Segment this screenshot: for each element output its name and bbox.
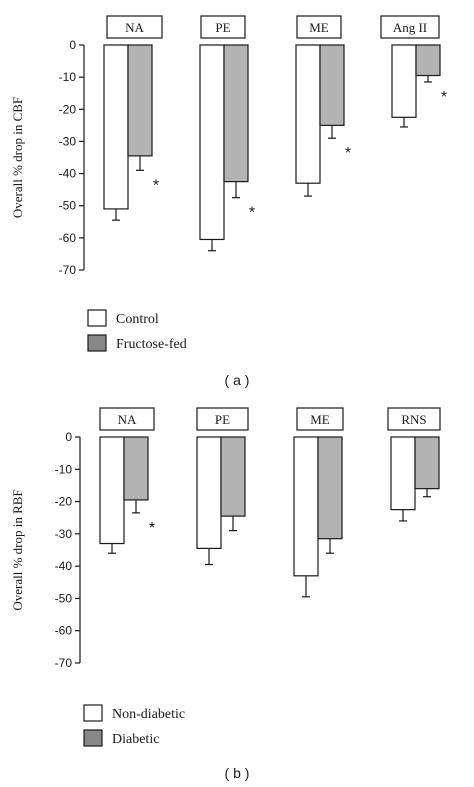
panel-b: 0 -10 -20 -30 -40 -50 -60 -70 Overall % drop in … bbox=[10, 407, 441, 781]
y-tick-label: -70 bbox=[59, 263, 77, 277]
significance-marker: * bbox=[441, 89, 447, 106]
category-label-box bbox=[200, 15, 246, 39]
bar-series1 bbox=[295, 44, 321, 184]
significance-marker: * bbox=[249, 205, 255, 222]
bar-series2 bbox=[123, 436, 149, 501]
y-tick-label: -30 bbox=[55, 527, 73, 541]
panel-a: 0 -10 -20 -30 -40 -50 -60 -70 Overall % drop in … bbox=[10, 15, 447, 388]
y-tick-label: -40 bbox=[55, 559, 73, 573]
legend-swatch bbox=[83, 729, 103, 747]
significance-marker: * bbox=[149, 520, 155, 537]
category-label: Ang II bbox=[393, 20, 427, 35]
category-label-box bbox=[99, 407, 155, 431]
panel-label: ( a ) bbox=[225, 372, 250, 388]
bar-series1 bbox=[391, 44, 417, 118]
bar-series1 bbox=[390, 436, 416, 511]
y-tick-label: -60 bbox=[55, 624, 73, 638]
category-label-box bbox=[196, 407, 249, 431]
legend-swatch bbox=[87, 334, 107, 352]
y-tick-label: -20 bbox=[55, 495, 73, 509]
category-label: NA bbox=[118, 412, 137, 427]
y-tick-label: 0 bbox=[65, 430, 72, 444]
bar-series2 bbox=[414, 436, 440, 490]
bar-series1 bbox=[196, 436, 222, 549]
category-label-box bbox=[296, 407, 344, 431]
y-tick-label: -60 bbox=[59, 231, 77, 245]
category-label-box bbox=[387, 407, 441, 431]
bar-series1 bbox=[103, 44, 129, 210]
legend-label: Non-diabetic bbox=[112, 707, 185, 722]
legend-swatch bbox=[83, 704, 103, 722]
category-label: RNS bbox=[401, 412, 426, 427]
bar-series2 bbox=[223, 44, 249, 183]
y-tick-label: -50 bbox=[55, 591, 73, 605]
significance-marker: * bbox=[153, 177, 159, 194]
y-tick-label: -10 bbox=[59, 70, 77, 84]
bar-series2 bbox=[319, 44, 345, 126]
bar-series2 bbox=[127, 44, 153, 157]
y-tick-label: 0 bbox=[69, 38, 76, 52]
y-tick-label: -70 bbox=[55, 656, 73, 670]
y-tick-label: -30 bbox=[59, 134, 77, 148]
y-tick-label: -40 bbox=[59, 167, 77, 181]
category-label-box bbox=[106, 15, 163, 39]
legend-label: Control bbox=[116, 312, 159, 327]
legend-label: Fructose-fed bbox=[116, 337, 187, 352]
legend-label: Diabetic bbox=[112, 732, 159, 747]
bar-series1 bbox=[199, 44, 225, 241]
y-tick-label: -20 bbox=[59, 102, 77, 116]
y-axis-label: Overall % drop in CBF bbox=[10, 97, 25, 218]
bar-series2 bbox=[415, 44, 441, 77]
category-label: ME bbox=[310, 412, 330, 427]
panel-label: ( b ) bbox=[225, 765, 250, 781]
bar-series2 bbox=[317, 436, 343, 540]
category-label-box bbox=[380, 15, 440, 39]
bar-series1 bbox=[293, 436, 319, 577]
category-label: NA bbox=[125, 20, 144, 35]
y-tick-label: -50 bbox=[59, 199, 77, 213]
bar-series1 bbox=[99, 436, 125, 545]
y-tick-label: -10 bbox=[55, 462, 73, 476]
category-label: ME bbox=[309, 20, 329, 35]
category-label-box bbox=[296, 15, 342, 39]
legend-swatch bbox=[87, 309, 107, 327]
significance-marker: * bbox=[345, 145, 351, 162]
category-label: PE bbox=[215, 412, 230, 427]
category-label: PE bbox=[215, 20, 230, 35]
y-axis-label: Overall % drop in RBF bbox=[10, 489, 25, 610]
bar-series2 bbox=[220, 436, 246, 517]
